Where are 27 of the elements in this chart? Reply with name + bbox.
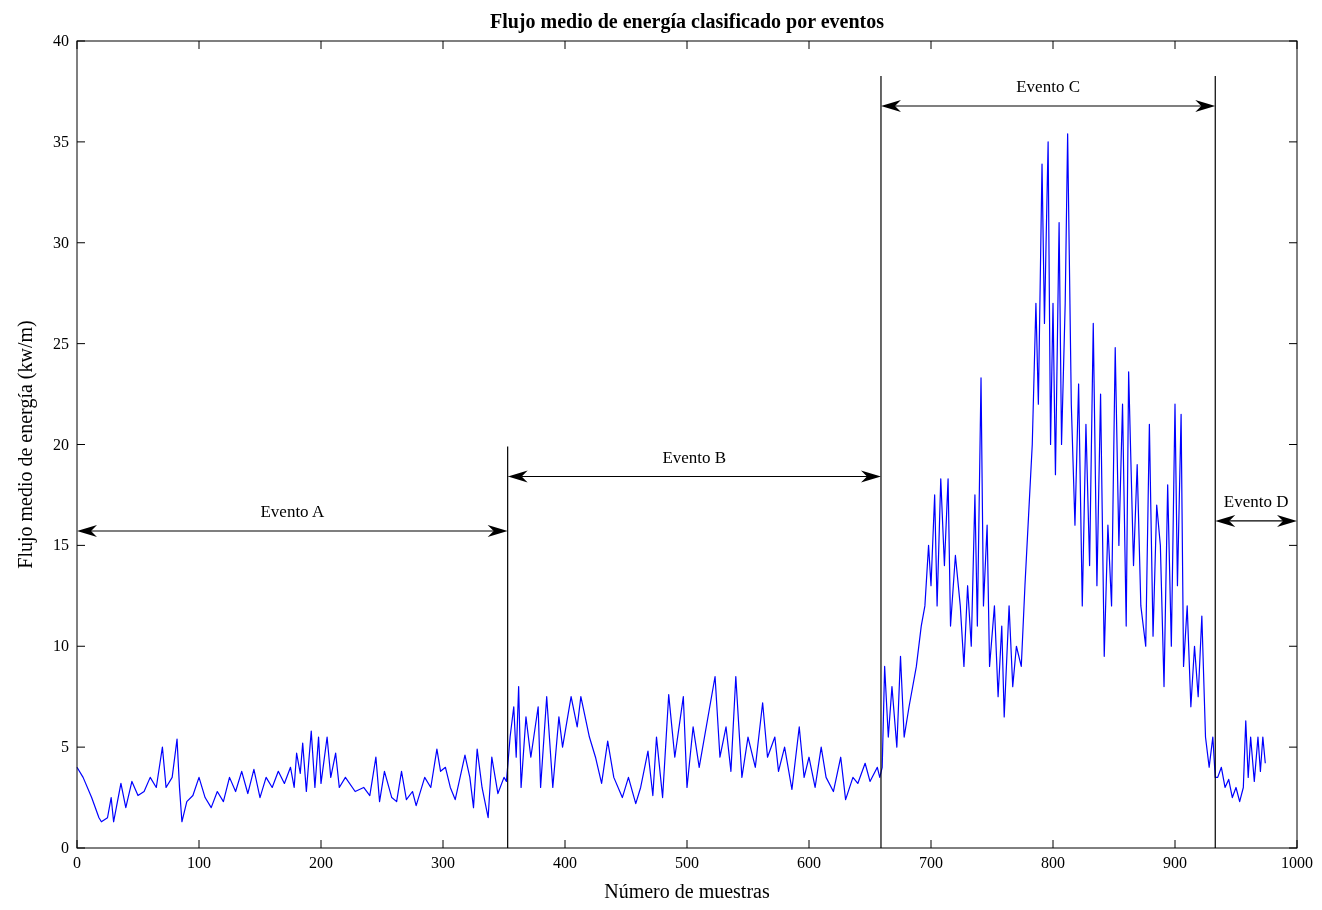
annotation: Evento A bbox=[260, 501, 325, 521]
x-tick-label: 900 bbox=[1163, 854, 1187, 871]
x-tick-label: 700 bbox=[919, 854, 943, 871]
y-tick-label: 35 bbox=[53, 132, 69, 150]
y-tick-label: 10 bbox=[53, 637, 69, 655]
y-tick-label: 5 bbox=[61, 738, 69, 756]
y-tick-label: 40 bbox=[53, 32, 69, 49]
x-tick-label: 400 bbox=[553, 854, 577, 871]
y-tick-label: 15 bbox=[53, 536, 69, 554]
x-tick-label: 200 bbox=[309, 854, 333, 871]
y-tick-label: 20 bbox=[53, 435, 69, 453]
x-tick-label: 0 bbox=[73, 854, 81, 871]
x-tick-label: 300 bbox=[431, 854, 455, 871]
y-tick-label: 25 bbox=[53, 334, 69, 352]
y-tick-label: 0 bbox=[61, 839, 69, 856]
x-tick-label: 100 bbox=[187, 854, 211, 871]
x-tick-label: 600 bbox=[797, 854, 821, 871]
y-tick-label: 30 bbox=[53, 233, 69, 251]
x-tick-label: 800 bbox=[1041, 854, 1065, 871]
x-tick-label: 500 bbox=[675, 854, 699, 871]
chart-title: Flujo medio de energía clasificado por eventos bbox=[489, 10, 885, 33]
annotation: Evento D bbox=[1223, 491, 1289, 511]
y-axis-title: Flujo medio de energía (kw/m) bbox=[14, 320, 37, 569]
annotation: Evento C bbox=[1016, 77, 1080, 96]
x-tick-label: 1000 bbox=[1281, 854, 1313, 871]
annotation: Evento B bbox=[662, 447, 727, 467]
x-axis-title: Número de muestras bbox=[604, 880, 770, 902]
